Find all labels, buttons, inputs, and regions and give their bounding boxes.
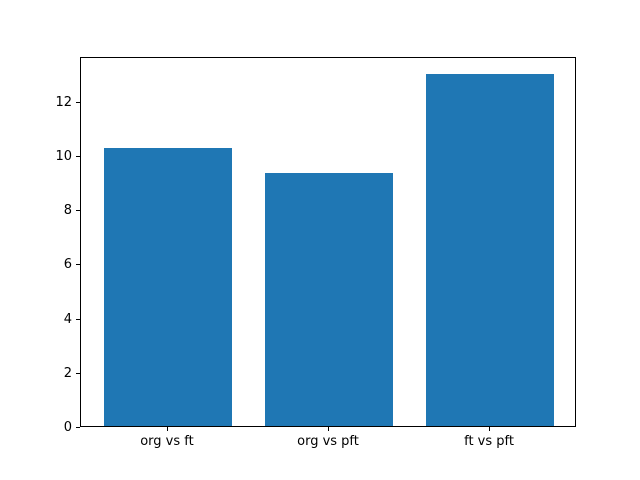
x-tick-mark: [489, 427, 491, 431]
y-tick-label: 4: [63, 311, 72, 327]
y-tick-mark: [76, 101, 80, 103]
x-tick-mark: [328, 427, 329, 431]
x-tick-label: org vs ft: [140, 434, 194, 449]
y-tick-mark: [76, 427, 80, 428]
y-tick-mark: [76, 372, 80, 374]
y-tick-mark: [76, 264, 80, 266]
y-tick-mark: [76, 210, 80, 212]
y-tick-mark: [76, 155, 80, 157]
y-tick-label: 8: [63, 203, 72, 219]
x-tick-label: ft vs pft: [464, 434, 514, 449]
y-tick-mark: [76, 318, 80, 320]
y-tick-label: 0: [63, 420, 72, 435]
y-tick-label: 10: [55, 148, 72, 164]
x-tick-mark: [166, 427, 168, 431]
bar-org-vs-ft: [103, 148, 233, 426]
y-tick-label: 6: [63, 257, 72, 273]
plot-area: [80, 57, 576, 427]
bar-org-vs-pft: [264, 172, 394, 426]
y-tick-label: 2: [63, 365, 72, 381]
bar-ft-vs-pft: [425, 73, 555, 426]
x-tick-label: org vs pft: [297, 434, 359, 449]
y-tick-label: 12: [55, 94, 72, 110]
